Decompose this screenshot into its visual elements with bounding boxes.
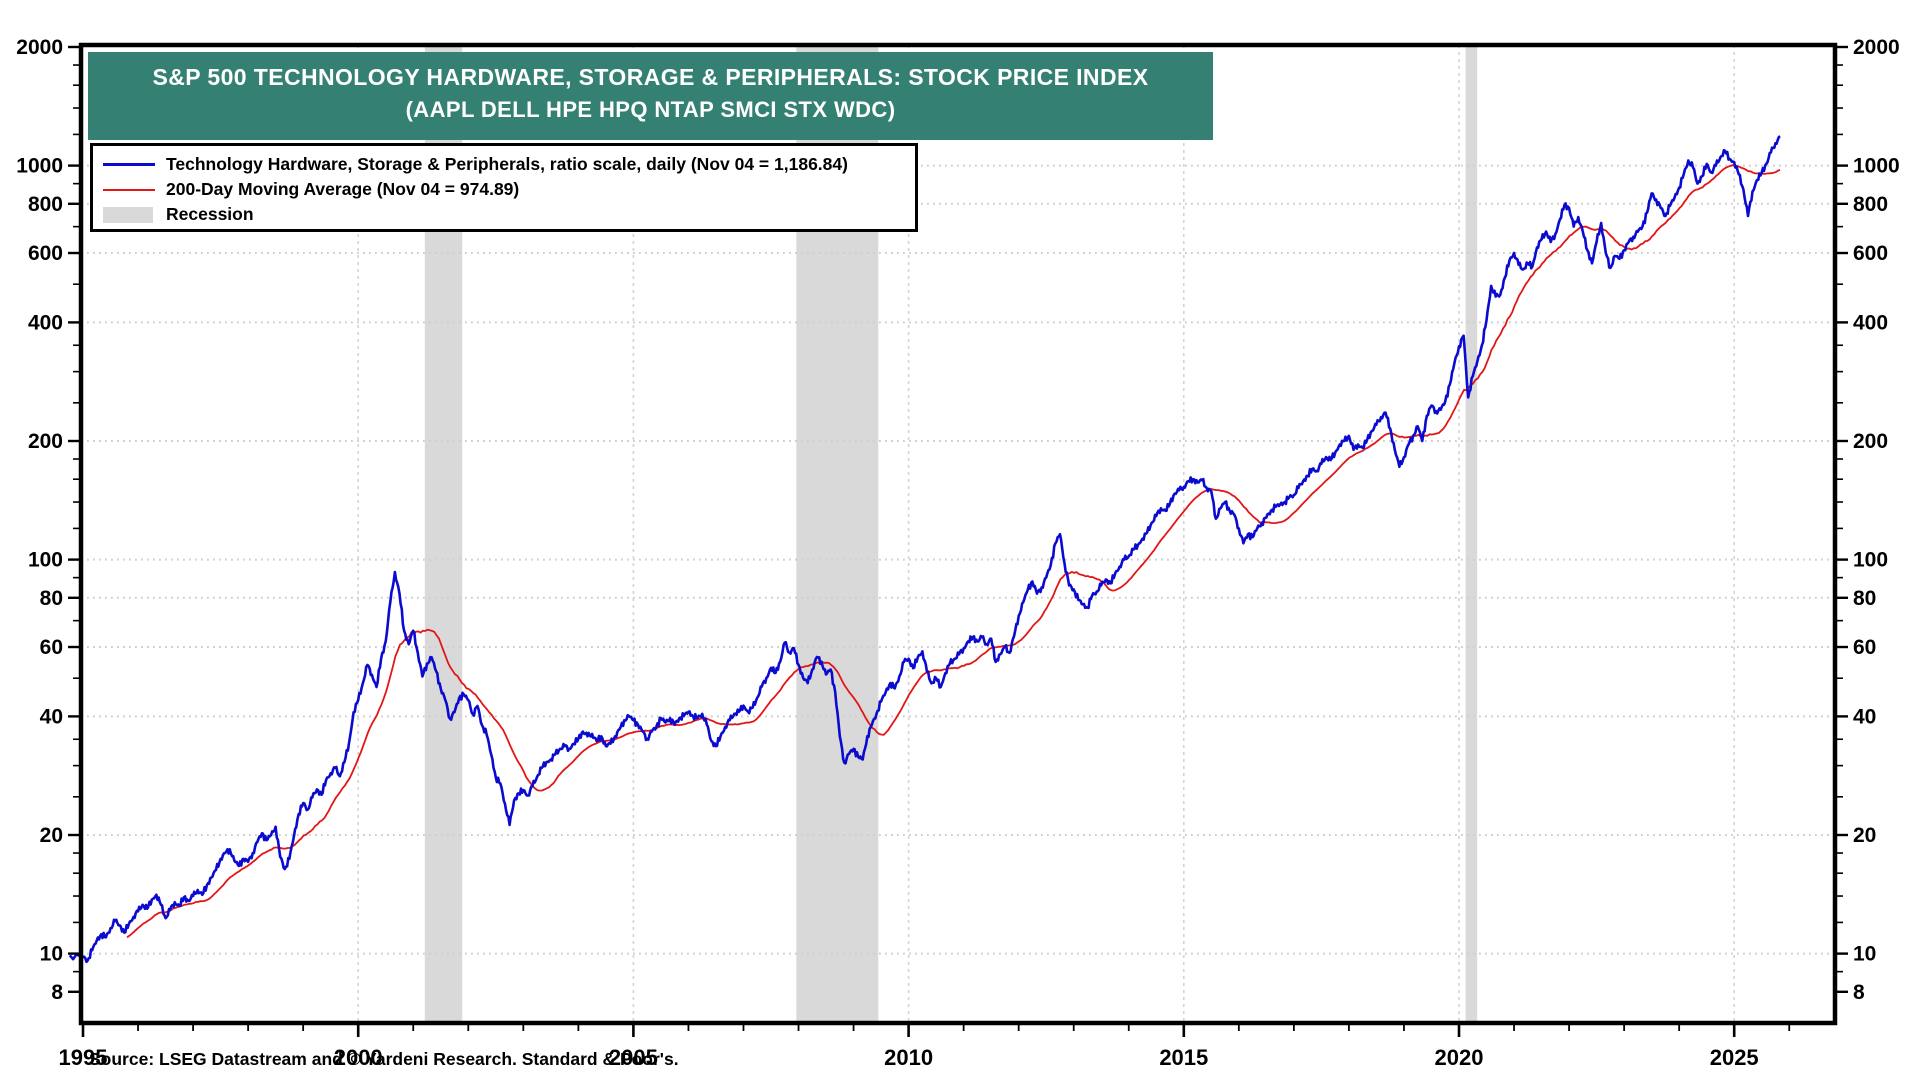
x-tick-label: 1995 — [59, 1045, 108, 1070]
x-tick-label: 2020 — [1435, 1045, 1484, 1070]
y-tick-label-right: 60 — [1853, 636, 1876, 659]
y-tick-label-left: 8 — [51, 981, 63, 1004]
y-tick-label-left: 1000 — [16, 155, 63, 178]
x-tick-label: 2010 — [884, 1045, 933, 1070]
y-tick-label-right: 80 — [1853, 587, 1876, 610]
recession-band — [1465, 45, 1478, 1023]
x-axis: 1995 2000 2005 2010 2015 2020 2025 — [59, 1023, 1791, 1070]
x-tick-label: 2015 — [1159, 1045, 1208, 1070]
y-tick-label-left: 600 — [28, 242, 63, 265]
y-tick-label-right: 100 — [1853, 549, 1888, 572]
y-tick-label-left: 800 — [28, 193, 63, 216]
y-tick-label-right: 2000 — [1853, 36, 1900, 59]
legend-label-daily-series: Technology Hardware, Storage & Periphera… — [166, 154, 848, 174]
legend-row-recession: Recession — [103, 202, 915, 227]
recession-swatch-icon — [103, 206, 155, 223]
y-tick-label-right: 8 — [1853, 981, 1865, 1004]
y-tick-label-left: 200 — [28, 430, 63, 453]
y-tick-label-right: 40 — [1853, 705, 1876, 728]
y-tick-label-right: 400 — [1853, 311, 1888, 334]
x-tick-label: 2000 — [334, 1045, 383, 1070]
legend-row-daily-series: Technology Hardware, Storage & Periphera… — [103, 152, 915, 177]
y-tick-label-left: 60 — [40, 636, 63, 659]
y-tick-label-right: 20 — [1853, 824, 1876, 847]
y-tick-label-right: 10 — [1853, 943, 1876, 966]
y-tick-label-left: 100 — [28, 549, 63, 572]
legend-box: Technology Hardware, Storage & Periphera… — [90, 143, 918, 232]
y-tick-label-right: 1000 — [1853, 155, 1900, 178]
legend-label-moving-average: 200-Day Moving Average (Nov 04 = 974.89) — [166, 179, 520, 199]
y-tick-label-left: 20 — [40, 824, 63, 847]
daily-series-line — [68, 135, 1781, 964]
chart-title-line1: S&P 500 TECHNOLOGY HARDWARE, STORAGE & P… — [152, 64, 1149, 90]
y-tick-label-right: 200 — [1853, 430, 1888, 453]
chart-title-line2: (AAPL DELL HPE HPQ NTAP SMCI STX WDC) — [405, 97, 896, 122]
legend-row-moving-average: 200-Day Moving Average (Nov 04 = 974.89) — [103, 177, 915, 202]
legend-label-recession: Recession — [166, 204, 254, 224]
y-tick-label-left: 10 — [40, 943, 63, 966]
y-tick-label-left: 40 — [40, 705, 63, 728]
y-axis: 2000 2000 1000 1000 800 800 600 600 400 400 200 200… — [16, 36, 1899, 1004]
chart-title-banner: S&P 500 TECHNOLOGY HARDWARE, STORAGE & P… — [88, 52, 1213, 140]
y-tick-label-right: 600 — [1853, 242, 1888, 265]
x-tick-label: 2025 — [1710, 1045, 1759, 1070]
y-tick-label-left: 400 — [28, 311, 63, 334]
blue-line-marker-icon — [103, 163, 155, 166]
source-note: Source: LSEG Datastream and © Yardeni Re… — [89, 1049, 679, 1069]
red-line-marker-icon — [103, 188, 155, 191]
y-tick-label-left: 2000 — [16, 36, 63, 59]
x-tick-label: 2005 — [609, 1045, 658, 1070]
y-tick-label-right: 800 — [1853, 193, 1888, 216]
moving-average-line — [126, 164, 1781, 939]
y-tick-label-left: 80 — [40, 587, 63, 610]
plot-frame — [78, 42, 1838, 1026]
